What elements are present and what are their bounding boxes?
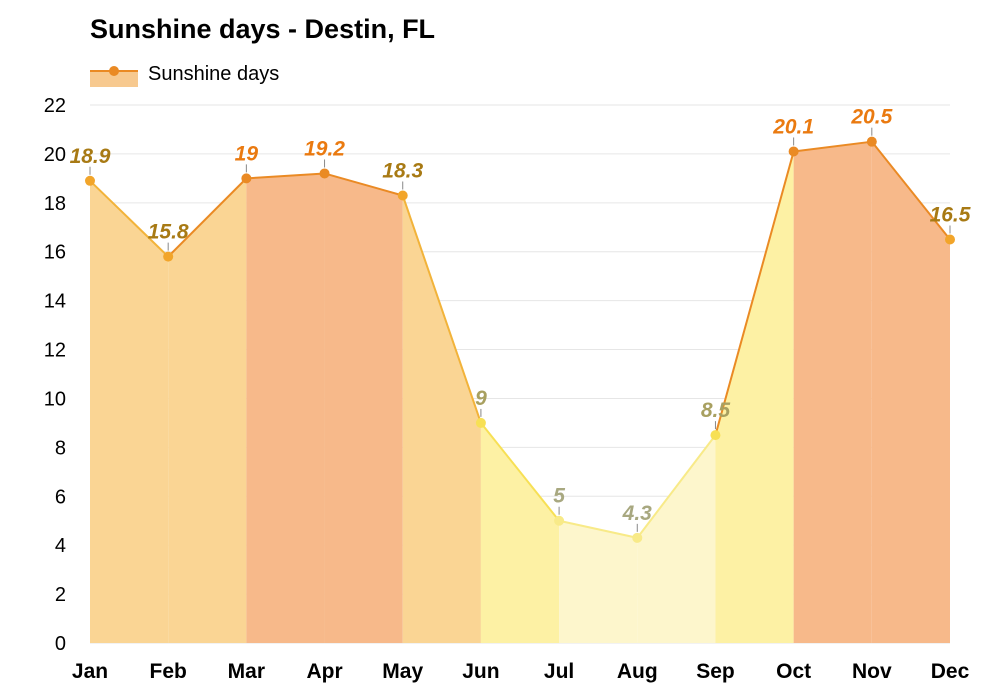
area-band — [559, 520, 638, 643]
data-label: 19 — [235, 142, 259, 165]
series-line-segment — [246, 172, 325, 180]
area-band — [90, 180, 169, 644]
x-tick-label: Dec — [931, 660, 970, 683]
series-line-segment — [636, 434, 717, 539]
area-band — [637, 435, 716, 643]
data-label: 15.8 — [148, 221, 189, 244]
x-tick-label: Sep — [696, 660, 735, 683]
y-tick-label: 20 — [44, 144, 66, 166]
area-band — [793, 141, 872, 643]
data-label: 18.9 — [70, 145, 111, 168]
area-band — [168, 178, 247, 643]
data-label: 4.3 — [622, 502, 653, 525]
y-tick-label: 12 — [44, 340, 66, 362]
area-band — [324, 173, 403, 644]
x-tick-label: Feb — [150, 660, 187, 683]
data-label: 5 — [553, 485, 565, 508]
series-line-segment — [480, 422, 560, 522]
y-tick-label: 8 — [55, 437, 66, 459]
data-points — [85, 127, 955, 543]
y-tick-label: 10 — [44, 388, 66, 410]
x-tick-label: Mar — [228, 660, 265, 683]
x-tick-label: Jul — [544, 660, 574, 683]
data-label: 8.5 — [701, 399, 731, 422]
y-tick-label: 6 — [55, 486, 66, 508]
area-band — [402, 195, 481, 643]
x-tick-label: Aug — [617, 660, 658, 683]
y-tick-label: 2 — [55, 584, 66, 606]
data-point[interactable] — [319, 168, 330, 179]
x-tick-label: Jun — [462, 660, 499, 683]
data-point[interactable] — [397, 190, 408, 201]
data-point[interactable] — [632, 532, 643, 543]
y-tick-label: 18 — [44, 193, 66, 215]
area-band — [480, 422, 560, 643]
area-fill — [90, 141, 950, 644]
legend[interactable]: Sunshine days — [90, 60, 279, 88]
area-band — [871, 141, 950, 643]
series-line-segment — [401, 195, 482, 424]
x-tick-label: Nov — [852, 660, 892, 683]
area-band — [715, 151, 794, 644]
series-line-segment — [89, 180, 169, 258]
data-point[interactable] — [866, 136, 877, 147]
data-point[interactable] — [241, 173, 252, 184]
x-tick-label: Oct — [776, 660, 811, 683]
series-line — [89, 140, 951, 539]
data-label: 20.5 — [850, 106, 892, 129]
data-point[interactable] — [945, 234, 955, 245]
axis-ticks: 0 2 4 6 8 10 12 14 16 18 20 22 Jan Feb Mar Apr May Jun Jul… — [44, 95, 970, 683]
data-point[interactable] — [163, 251, 174, 262]
series-line-segment — [558, 519, 638, 539]
y-tick-label: 14 — [44, 291, 66, 313]
data-label: 18.3 — [382, 159, 423, 182]
legend-label: Sunshine days — [148, 62, 280, 85]
data-point[interactable] — [788, 146, 799, 157]
y-tick-label: 16 — [44, 242, 66, 264]
data-label: 16.5 — [930, 204, 971, 227]
data-label: 19.2 — [304, 137, 345, 160]
data-label: 20.1 — [772, 115, 814, 138]
data-point[interactable] — [710, 430, 721, 441]
y-tick-label: 22 — [44, 95, 66, 117]
x-tick-label: Jan — [72, 660, 108, 683]
legend-swatch-icon — [90, 66, 138, 87]
y-tick-label: 0 — [55, 633, 66, 655]
data-labels: 18.9 15.8 19 19.2 18.3 9 5 4.3 8.5 20.1 20.5 16.5 — [70, 106, 971, 525]
series-line-segment — [714, 151, 795, 436]
series-line-segment — [871, 141, 951, 241]
data-point[interactable] — [554, 515, 565, 526]
y-tick-label: 4 — [55, 535, 66, 557]
area-band — [246, 173, 325, 644]
x-tick-label: May — [382, 660, 423, 683]
data-point[interactable] — [85, 175, 95, 186]
chart-title: Sunshine days - Destin, FL — [90, 14, 436, 44]
series-line-segment — [167, 177, 248, 258]
data-point[interactable] — [475, 417, 486, 428]
series-line-segment — [324, 172, 403, 197]
data-label: 9 — [475, 387, 487, 410]
x-tick-label: Apr — [306, 660, 342, 683]
series-line-segment — [793, 140, 872, 153]
